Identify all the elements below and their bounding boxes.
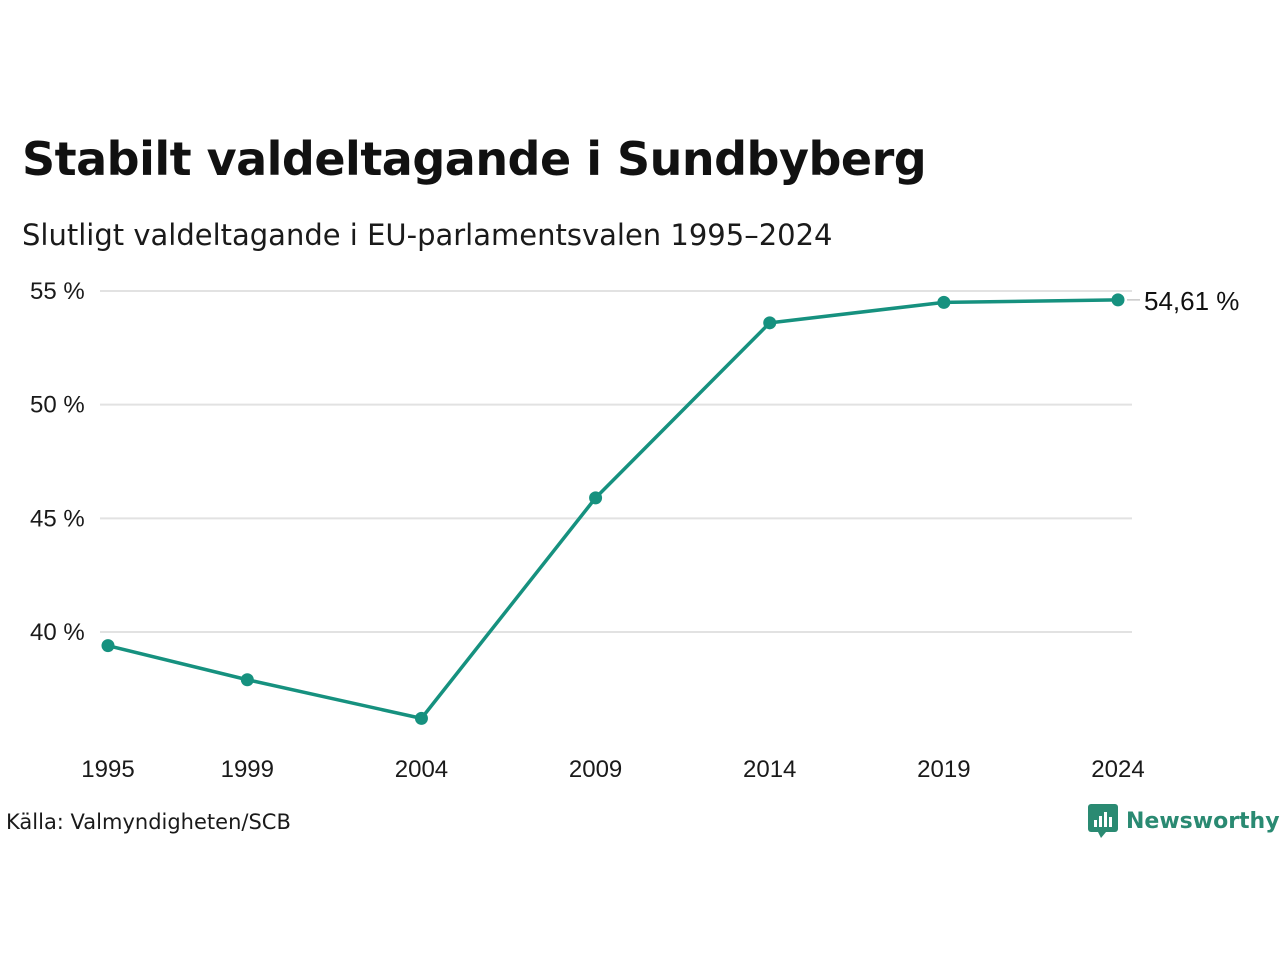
data-point	[414, 711, 428, 725]
x-tick-label: 2009	[569, 756, 622, 783]
y-tick-label: 40 %	[30, 619, 85, 646]
x-tick-label: 2024	[1091, 756, 1144, 783]
data-point	[763, 316, 777, 330]
x-tick-label: 2014	[743, 756, 796, 783]
x-tick-label: 1999	[221, 756, 274, 783]
chart-subtitle: Slutligt valdeltagande i EU-parlamentsva…	[22, 218, 833, 252]
source-note: Källa: Valmyndigheten/SCB	[6, 810, 291, 834]
x-tick-label: 1995	[81, 756, 134, 783]
brand-logo: Newsworthy	[1088, 804, 1280, 838]
y-axis-ticks: 40 % 45 % 50 % 55 %	[30, 278, 85, 646]
series-group	[101, 293, 1125, 725]
chart-title: Stabilt valdeltagande i Sundbyberg	[22, 132, 927, 186]
x-axis-ticks: 1995 1999 2004 2009 2014 2019 2024	[81, 756, 1144, 783]
y-tick-label: 45 %	[30, 505, 85, 532]
y-tick-label: 55 %	[30, 278, 85, 305]
newsworthy-logo-icon	[1088, 804, 1118, 838]
series-line	[106, 298, 1120, 721]
data-point	[1111, 293, 1125, 307]
data-point	[240, 673, 254, 687]
x-tick-label: 2019	[917, 756, 970, 783]
end-annotation: 54,61 %	[1127, 286, 1239, 316]
brand-name: Newsworthy	[1126, 808, 1280, 834]
y-tick-label: 50 %	[30, 392, 85, 419]
gridlines	[100, 290, 1132, 633]
end-value-label: 54,61 %	[1144, 286, 1239, 316]
data-point	[589, 491, 603, 505]
x-tick-label: 2004	[395, 756, 448, 783]
data-point	[101, 639, 115, 653]
data-point	[937, 295, 951, 309]
